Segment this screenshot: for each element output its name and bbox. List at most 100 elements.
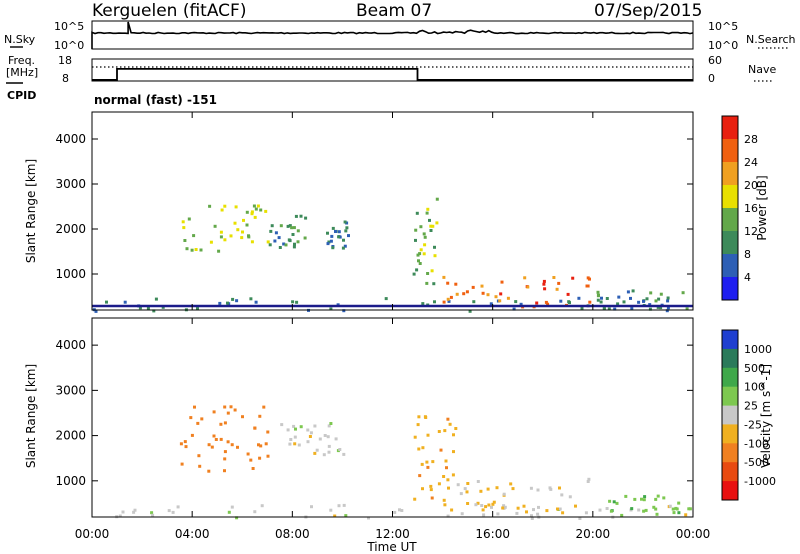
data-cell (672, 511, 676, 515)
x-axis-ticks: 00:00 04:00 08:00 12:00 16:00 20:00 00:00 (75, 112, 710, 541)
power-ylabel: Slant Range [km] (24, 159, 38, 263)
velocity-ylabel: Slant Range [km] (24, 364, 38, 468)
colorbar-tick-label: 4 (744, 271, 751, 284)
data-cell (530, 514, 533, 518)
data-cell (442, 300, 446, 304)
colorbar-tick-label: 100 (744, 381, 765, 394)
data-cell (445, 466, 448, 470)
data-cell (671, 507, 675, 511)
data-cell (105, 300, 108, 304)
data-cell (649, 291, 653, 295)
data-cell (334, 230, 337, 233)
data-cell (435, 221, 439, 225)
data-cell (666, 296, 670, 300)
data-cell (223, 450, 227, 454)
data-cell (584, 511, 588, 515)
data-cell (465, 290, 469, 294)
data-cell (304, 216, 308, 220)
colorbar-segment (722, 162, 738, 186)
data-cell (654, 507, 658, 511)
x-axis-label: Time UT (366, 540, 417, 554)
data-cell (249, 458, 253, 462)
data-cell (429, 488, 433, 492)
data-cell (260, 504, 264, 508)
data-cell (329, 307, 333, 311)
data-cell (333, 514, 337, 518)
data-cell (684, 513, 688, 517)
colorbar-tick-label: 8 (744, 248, 751, 261)
data-cell (270, 224, 274, 228)
freq-left-bottom: 8 (62, 72, 69, 85)
data-cell (447, 486, 450, 490)
data-cell (412, 272, 416, 276)
data-cell (552, 276, 556, 279)
data-cell (416, 253, 420, 257)
colorbar-segment (722, 208, 738, 232)
data-cell (138, 306, 142, 310)
y-tick-label: 3000 (55, 383, 86, 397)
data-cell (264, 209, 268, 213)
data-cell (132, 510, 136, 514)
data-cell (648, 307, 652, 311)
data-cell (245, 223, 249, 227)
data-cell (648, 303, 652, 307)
velocity-data-layer (115, 405, 692, 520)
data-cell (489, 302, 493, 306)
data-cell (277, 236, 281, 240)
data-cell (430, 496, 434, 500)
data-cell (598, 508, 602, 512)
colorbar-tick-label: 12 (744, 225, 758, 238)
data-cell (476, 480, 480, 483)
data-cell (223, 421, 227, 425)
data-cell (426, 207, 430, 211)
data-cell (515, 511, 519, 515)
data-cell (288, 239, 292, 243)
data-cell (419, 225, 423, 229)
data-cell (444, 459, 448, 463)
data-cell (545, 509, 549, 513)
data-cell (326, 242, 330, 246)
data-cell (511, 487, 515, 491)
data-cell (259, 444, 263, 448)
data-cell (514, 300, 518, 304)
colorbar-segment (722, 405, 738, 425)
data-cell (422, 252, 426, 256)
colorbar-tick-label: -1000 (744, 475, 776, 488)
data-cell (425, 211, 429, 215)
freq-right-top: 60 (708, 54, 722, 67)
data-cell (344, 514, 348, 518)
noise-right-label: N.Search (746, 33, 796, 46)
data-cell (509, 482, 513, 486)
data-cell (666, 306, 670, 310)
data-cell (429, 484, 433, 488)
data-cell (223, 204, 227, 208)
noise-left-label: N.Sky (4, 33, 36, 46)
data-cell (645, 297, 649, 301)
noise-scale-top-left: 10^5 (54, 20, 84, 33)
data-cell (535, 301, 539, 305)
colorbar-segment (722, 139, 738, 163)
data-cell (519, 302, 523, 306)
data-cell (344, 229, 348, 233)
data-cell (558, 507, 562, 511)
power-panel-frame (91, 111, 694, 311)
data-cell (525, 510, 528, 514)
data-cell (254, 207, 258, 211)
data-cell (414, 228, 418, 232)
data-cell (654, 299, 658, 303)
data-cell (193, 405, 196, 409)
data-cell (226, 440, 230, 444)
data-cell (218, 301, 222, 305)
data-cell (482, 513, 486, 517)
data-cell (229, 405, 233, 409)
data-cell (223, 469, 226, 473)
data-cell (484, 505, 488, 509)
velocity-panel-frame (91, 317, 694, 518)
data-cell (256, 204, 260, 208)
data-cell (500, 280, 504, 284)
data-cell (642, 498, 646, 502)
data-cell (254, 300, 258, 304)
data-cell (231, 297, 235, 301)
data-cell (668, 504, 672, 508)
